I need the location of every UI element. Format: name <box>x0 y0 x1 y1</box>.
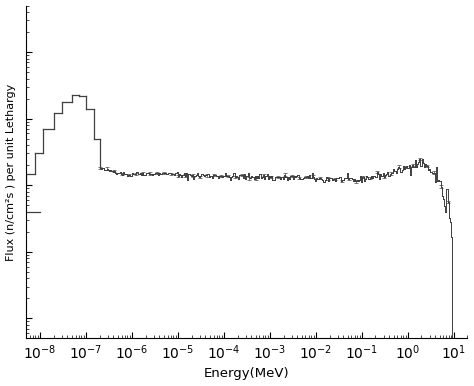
Y-axis label: Flux (n/cm²s ) per unit Lethargy: Flux (n/cm²s ) per unit Lethargy <box>6 83 16 261</box>
X-axis label: Energy(MeV): Energy(MeV) <box>204 367 290 381</box>
